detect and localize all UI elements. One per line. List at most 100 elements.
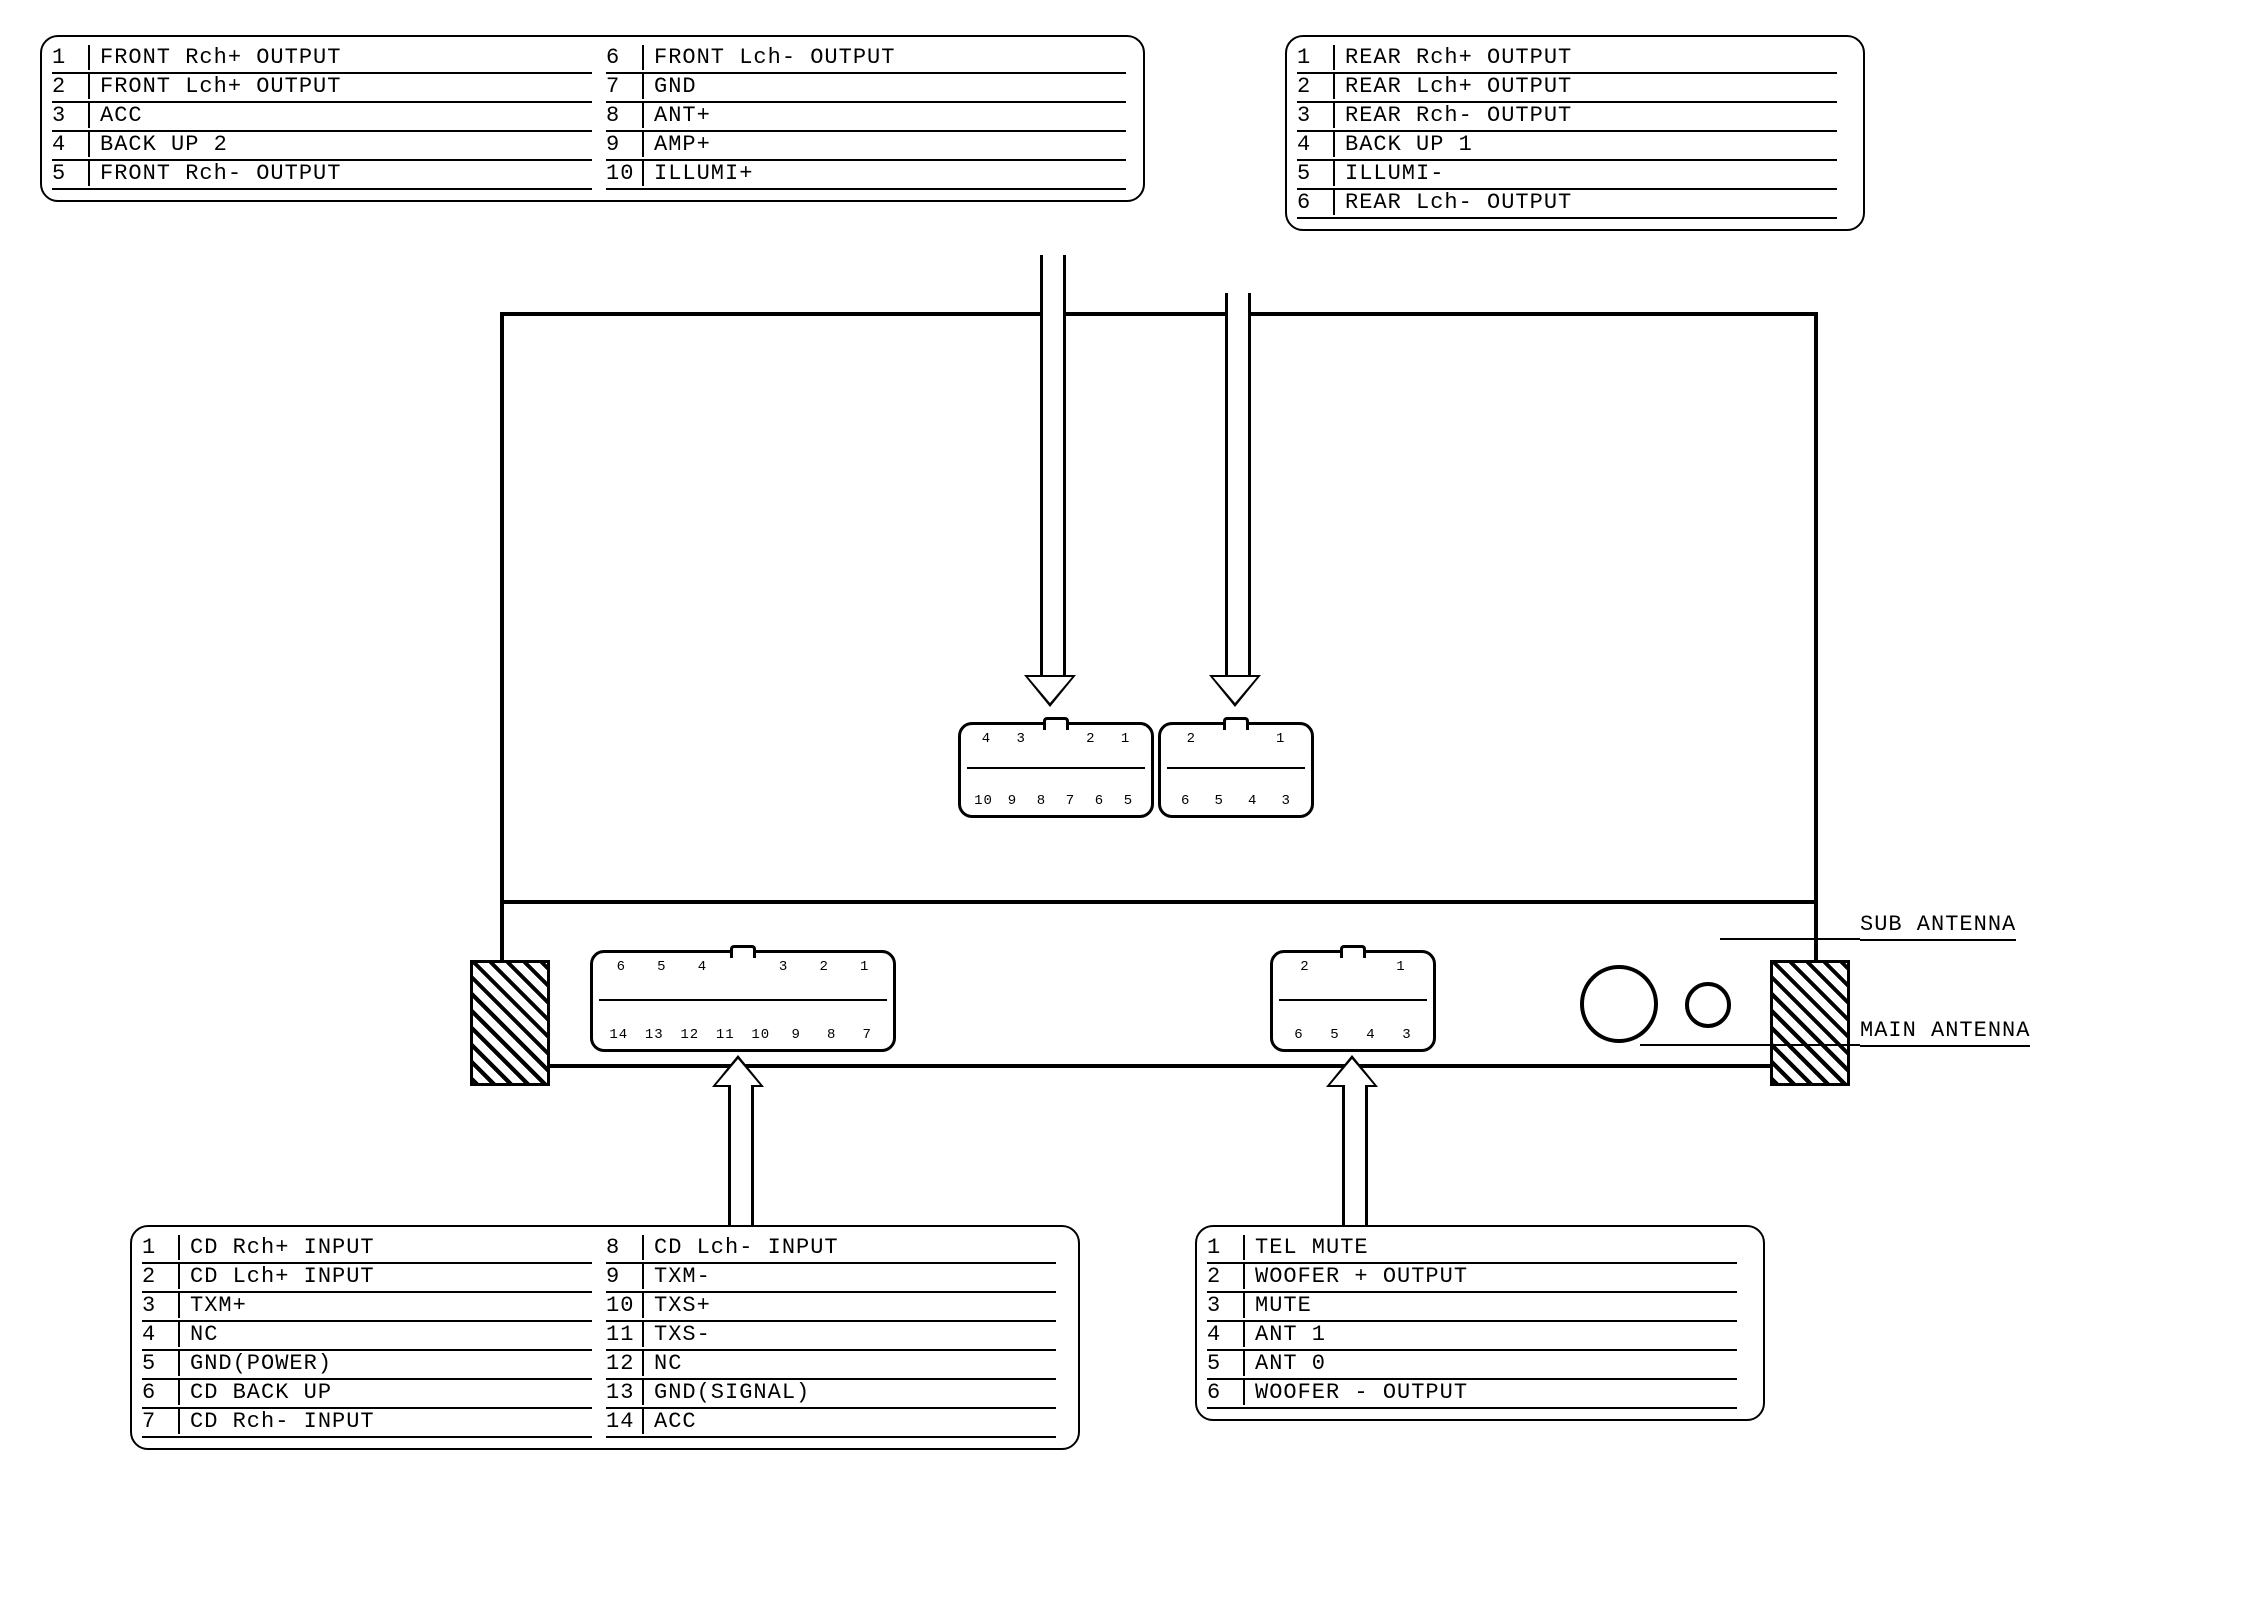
main-antenna-leader: [1640, 1044, 1860, 1046]
pin-signal-label: TXS+: [654, 1293, 711, 1318]
pinout-row: 13GND(SIGNAL): [606, 1380, 1056, 1409]
pin-label: 1: [1258, 731, 1303, 747]
arrow-bottom-right: [1332, 1055, 1372, 1225]
pin-label: 6: [1169, 793, 1203, 809]
pin-label: 7: [850, 1027, 886, 1043]
pin-number: 3: [142, 1293, 180, 1318]
pin-signal-label: REAR Lch+ OUTPUT: [1345, 74, 1572, 99]
pin-signal-label: ANT+: [654, 103, 711, 128]
pin-label: 12: [672, 1027, 708, 1043]
pin-signal-label: FRONT Rch- OUTPUT: [100, 161, 341, 186]
pin-signal-label: ILLUMI+: [654, 161, 753, 186]
pin-label: 1: [1377, 959, 1425, 975]
pin-label: 1: [1108, 731, 1143, 747]
pinout-row: 2 REAR Lch+ OUTPUT: [1297, 74, 1837, 103]
main-antenna-jack: [1580, 965, 1658, 1043]
pinout-row: 9AMP+: [606, 132, 1126, 161]
pin-label: [1214, 731, 1259, 747]
pin-number: 3: [52, 103, 90, 128]
pin-label: 5: [1203, 793, 1237, 809]
pin-number: 4: [142, 1322, 180, 1347]
pin-signal-label: CD Lch+ INPUT: [190, 1264, 375, 1289]
arrow-bottom-left: [718, 1055, 758, 1225]
pin-number: 2: [1207, 1264, 1245, 1289]
pin-label: 3: [1004, 731, 1039, 747]
pin-signal-label: REAR Rch+ OUTPUT: [1345, 45, 1572, 70]
pin-label: 2: [804, 959, 845, 975]
sub-antenna-jack: [1685, 982, 1731, 1028]
pinout-row: 2FRONT Lch+ OUTPUT: [52, 74, 592, 103]
pinout-row: 7GND: [606, 74, 1126, 103]
wiring-diagram: 4 3 2 1 10 9 8 7 6 5 2 1 6 5 4 3: [0, 0, 2255, 1598]
connector-6pin-bottom: 2 1 6 5 4 3: [1270, 950, 1436, 1052]
pinout-row: 4 BACK UP 2: [52, 132, 592, 161]
pinout-row: 1CD Rch+ INPUT: [142, 1235, 592, 1264]
pinout-column: 8CD Lch- INPUT9TXM-10TXS+11TXS-12NC13GND…: [606, 1235, 1056, 1438]
pin-number: 2: [52, 74, 90, 99]
pin-number: 2: [1297, 74, 1335, 99]
pin-signal-label: FRONT Rch+ OUTPUT: [100, 45, 341, 70]
arrow-top-left: [1030, 255, 1070, 715]
arrow-top-right: [1215, 293, 1255, 715]
pinout-row: 3REAR Rch- OUTPUT: [1297, 103, 1837, 132]
pin-signal-label: ILLUMI-: [1345, 161, 1444, 186]
pin-signal-label: CD Rch+ INPUT: [190, 1235, 375, 1260]
pin-number: 4: [52, 132, 90, 157]
pin-label: [723, 959, 764, 975]
pin-number: 6: [606, 45, 644, 70]
pin-signal-label: NC: [190, 1322, 218, 1347]
pinout-row: 6 FRONT Lch- OUTPUT: [606, 45, 1126, 74]
pinout-row: 11TXS-: [606, 1322, 1056, 1351]
pin-signal-label: FRONT Lch- OUTPUT: [654, 45, 895, 70]
pin-signal-label: REAR Rch- OUTPUT: [1345, 103, 1572, 128]
pinout-row: 3 ACC: [52, 103, 592, 132]
pinout-row: 6CD BACK UP: [142, 1380, 592, 1409]
pin-label: 9: [779, 1027, 815, 1043]
pin-signal-label: BACK UP 2: [100, 132, 228, 157]
pin-label: 14: [601, 1027, 637, 1043]
pin-label: 3: [1270, 793, 1304, 809]
pin-signal-label: ACC: [100, 103, 143, 128]
pin-signal-label: TXM-: [654, 1264, 711, 1289]
pin-label: 8: [814, 1027, 850, 1043]
pin-number: 8: [606, 103, 644, 128]
pin-signal-label: ANT 1: [1255, 1322, 1326, 1347]
pin-label: 5: [1317, 1027, 1353, 1043]
pinout-row: 3MUTE: [1207, 1293, 1737, 1322]
pinout-box-front: 1FRONT Rch+ OUTPUT2FRONT Lch+ OUTPUT3ACC…: [40, 35, 1145, 202]
pin-signal-label: TEL MUTE: [1255, 1235, 1369, 1260]
pinout-row: 5GND(POWER): [142, 1351, 592, 1380]
pinout-row: 8CD Lch- INPUT: [606, 1235, 1056, 1264]
pin-label: 10: [743, 1027, 779, 1043]
pin-label: 13: [637, 1027, 673, 1043]
pin-number: 12: [606, 1351, 644, 1376]
connector-6pin-top: 2 1 6 5 4 3: [1158, 722, 1314, 818]
mount-tab-left: [470, 960, 550, 1086]
pinout-row: 3TXM+: [142, 1293, 592, 1322]
pin-label: 9: [998, 793, 1027, 809]
pin-number: 9: [606, 1264, 644, 1289]
pin-number: 2: [142, 1264, 180, 1289]
pin-number: 10: [606, 161, 644, 186]
pin-label: 8: [1027, 793, 1056, 809]
pin-label: 10: [969, 793, 998, 809]
pin-signal-label: ANT 0: [1255, 1351, 1326, 1376]
pin-signal-label: BACK UP 1: [1345, 132, 1473, 157]
pin-label: 5: [1114, 793, 1143, 809]
pin-number: 4: [1207, 1322, 1245, 1347]
pinout-row: 7CD Rch- INPUT: [142, 1409, 592, 1438]
pin-label: 2: [1281, 959, 1329, 975]
pinout-row: 8 ANT+: [606, 103, 1126, 132]
pin-label: 6: [601, 959, 642, 975]
pin-signal-label: REAR Lch- OUTPUT: [1345, 190, 1572, 215]
pin-number: 5: [1207, 1351, 1245, 1376]
pinout-row: 6REAR Lch- OUTPUT: [1297, 190, 1837, 219]
pin-label: [1039, 731, 1074, 747]
pinout-row: 12NC: [606, 1351, 1056, 1380]
pin-number: 8: [606, 1235, 644, 1260]
pin-number: 9: [606, 132, 644, 157]
pin-number: 14: [606, 1409, 644, 1434]
pin-signal-label: TXS-: [654, 1322, 711, 1347]
pinout-column: 1REAR Rch+ OUTPUT2REAR Lch+ OUTPUT3REAR …: [1297, 45, 1837, 219]
pinout-row: 6WOOFER - OUTPUT: [1207, 1380, 1737, 1409]
